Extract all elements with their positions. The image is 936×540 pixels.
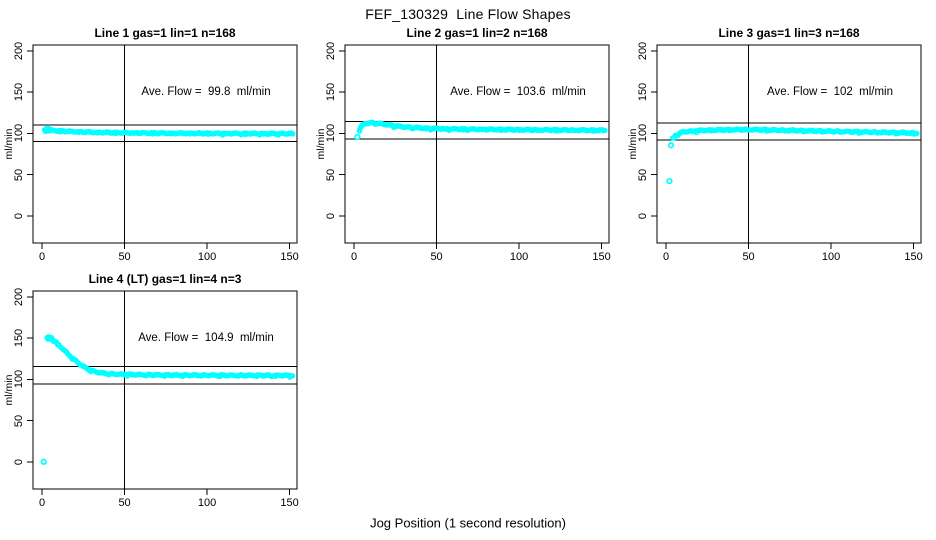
y-tick-label: 200: [13, 287, 25, 306]
x-tick-label: 100: [509, 251, 529, 263]
subplot-4-ave-flow-annotation: Ave. Flow = 104.9 ml/min: [138, 332, 274, 344]
x-tick-label: 50: [118, 497, 131, 509]
y-tick-label: 200: [325, 41, 337, 60]
x-tick-label: 100: [197, 251, 217, 263]
subplot-3-title: Line 3 gas=1 lin=3 n=168: [718, 26, 860, 40]
data-point: [914, 130, 920, 137]
data-point: [49, 337, 55, 343]
reference-lines: [33, 291, 297, 489]
y-tick-label: 150: [325, 82, 337, 102]
reference-lines: [657, 45, 921, 243]
y-tick-label: 150: [637, 82, 649, 102]
subplot-3: [651, 44, 922, 249]
reference-lines: [345, 45, 609, 243]
plot-box: [344, 44, 610, 244]
x-tick-label: 50: [430, 251, 443, 263]
plot-box: [656, 44, 922, 244]
data-point: [290, 131, 296, 137]
y-tick-label: 200: [13, 41, 25, 60]
data-point: [47, 128, 53, 134]
data-point: [602, 127, 608, 134]
subplot-4: [27, 290, 298, 495]
figure-title: FEF_130329 Line Flow Shapes: [365, 6, 571, 22]
subplot-3-ave-flow-annotation: Ave. Flow = 102 ml/min: [766, 86, 894, 98]
y-tick-label: 100: [637, 124, 649, 143]
data-point: [358, 123, 364, 130]
x-tick-label: 0: [663, 251, 670, 263]
y-tick-label: 0: [13, 212, 25, 219]
x-tick-label: 50: [742, 251, 755, 263]
x-tick-label: 150: [280, 251, 299, 263]
y-tick-label: 50: [325, 168, 337, 181]
axes: [27, 290, 298, 495]
x-tick-label: 0: [39, 497, 46, 509]
subplot-1-ave-flow-annotation: Ave. Flow = 99.8 ml/min: [141, 86, 271, 98]
subplot-4-title: Line 4 (LT) gas=1 lin=4 n=3: [88, 272, 242, 286]
figure-xlabel: Jog Position (1 second resolution): [370, 515, 566, 531]
y-tick-label: 0: [13, 458, 25, 465]
y-tick-label: 150: [13, 82, 25, 102]
data-points: [41, 125, 296, 138]
x-tick-label: 150: [592, 251, 611, 263]
data-points: [666, 126, 920, 185]
x-tick-label: 150: [904, 251, 923, 263]
data-points: [40, 334, 296, 465]
outlier-point: [667, 142, 675, 149]
outlier-point: [40, 458, 47, 465]
axes: [339, 44, 610, 249]
y-tick-label: 200: [637, 41, 649, 60]
data-point: [289, 373, 296, 379]
y-tick-label: 0: [325, 212, 337, 219]
y-tick-label: 150: [13, 328, 25, 348]
x-tick-label: 100: [197, 497, 217, 509]
y-tick-label: 100: [325, 124, 337, 143]
x-tick-label: 0: [351, 251, 358, 263]
outlier-point: [666, 177, 673, 185]
y-tick-label: 50: [637, 168, 649, 181]
x-tick-label: 100: [821, 251, 841, 263]
x-tick-label: 50: [118, 251, 131, 263]
y-tick-label: 50: [13, 168, 25, 181]
y-tick-label: 0: [637, 212, 649, 219]
subplot-2-title: Line 2 gas=1 lin=2 n=168: [406, 26, 548, 40]
y-tick-label: 50: [13, 414, 25, 427]
reference-lines: [33, 45, 297, 243]
y-tick-label: 100: [13, 124, 25, 143]
subplot-1: [27, 44, 298, 249]
y-tick-label: 100: [13, 370, 25, 389]
axes: [651, 44, 922, 249]
axes: [27, 44, 298, 249]
subplot-2: [339, 44, 610, 249]
subplot-2-ave-flow-annotation: Ave. Flow = 103.6 ml/min: [450, 86, 586, 98]
subplot-1-title: Line 1 gas=1 lin=1 n=168: [94, 26, 236, 40]
x-tick-label: 150: [280, 497, 299, 509]
plot-box: [32, 290, 298, 490]
x-tick-label: 0: [39, 251, 46, 263]
data-points: [354, 119, 608, 141]
outlier-point: [354, 133, 361, 141]
plot-box: [32, 44, 298, 244]
